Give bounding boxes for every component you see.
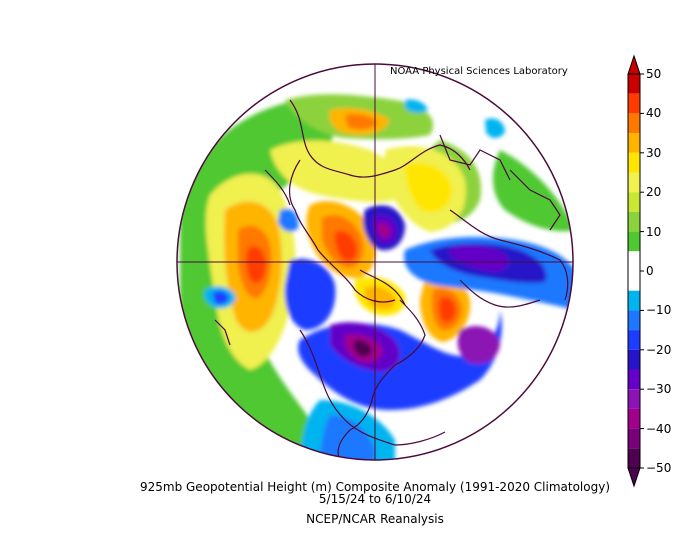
colorbar-bin [628, 330, 640, 350]
colorbar-bin [628, 251, 640, 271]
colorbar-bin [628, 74, 640, 94]
colorbar-tick-label: 30 [646, 145, 662, 160]
map-border [176, 63, 574, 461]
caption-dates: 5/15/24 to 6/10/24 [318, 492, 432, 506]
colorbar-bin [628, 408, 640, 429]
colorbar-bin [628, 448, 640, 468]
colorbar-bin [628, 389, 640, 409]
colorbar-tick-label: 10 [646, 224, 662, 239]
colorbar-tick-label: −40 [646, 421, 672, 436]
colorbar-tick-label: 40 [646, 106, 662, 121]
colorbar-bin [628, 93, 640, 114]
credit-label: NOAA Physical Sciences Laboratory [390, 66, 568, 77]
colorbar-bin [628, 152, 640, 173]
colorbar-tick-label: −50 [646, 461, 672, 475]
colorbar-bin [628, 349, 640, 370]
colorbar-bin [628, 428, 640, 449]
colorbar-bin [628, 113, 640, 134]
colorbar-bin [628, 133, 640, 153]
colorbar-bin [628, 290, 640, 311]
colorbar-max-arrow [627, 54, 641, 75]
colorbar-tick-label: −30 [646, 382, 672, 397]
caption-title: 925mb Geopotential Height (m) Composite … [139, 480, 610, 494]
colorbar-tick-label: 0 [646, 264, 654, 278]
colorbar-tick-label: 20 [646, 185, 662, 200]
colorbar-bin [628, 192, 640, 212]
colorbar-min-arrow [627, 467, 641, 488]
colorbar-bin [628, 172, 640, 193]
colorbar-bin [628, 369, 640, 390]
colorbar-tick-label: −10 [646, 303, 672, 318]
coastlines [214, 99, 569, 460]
colorbar-tick-label: −20 [646, 342, 672, 357]
colorbar-bin [628, 231, 640, 252]
colorbar-bin [628, 271, 640, 291]
colorbar-bin [628, 211, 640, 232]
colorbar-bin [628, 310, 640, 331]
caption-source: NCEP/NCAR Reanalysis [306, 512, 444, 526]
colorbar-tick-label: 50 [646, 67, 662, 81]
colorbar [627, 54, 644, 488]
